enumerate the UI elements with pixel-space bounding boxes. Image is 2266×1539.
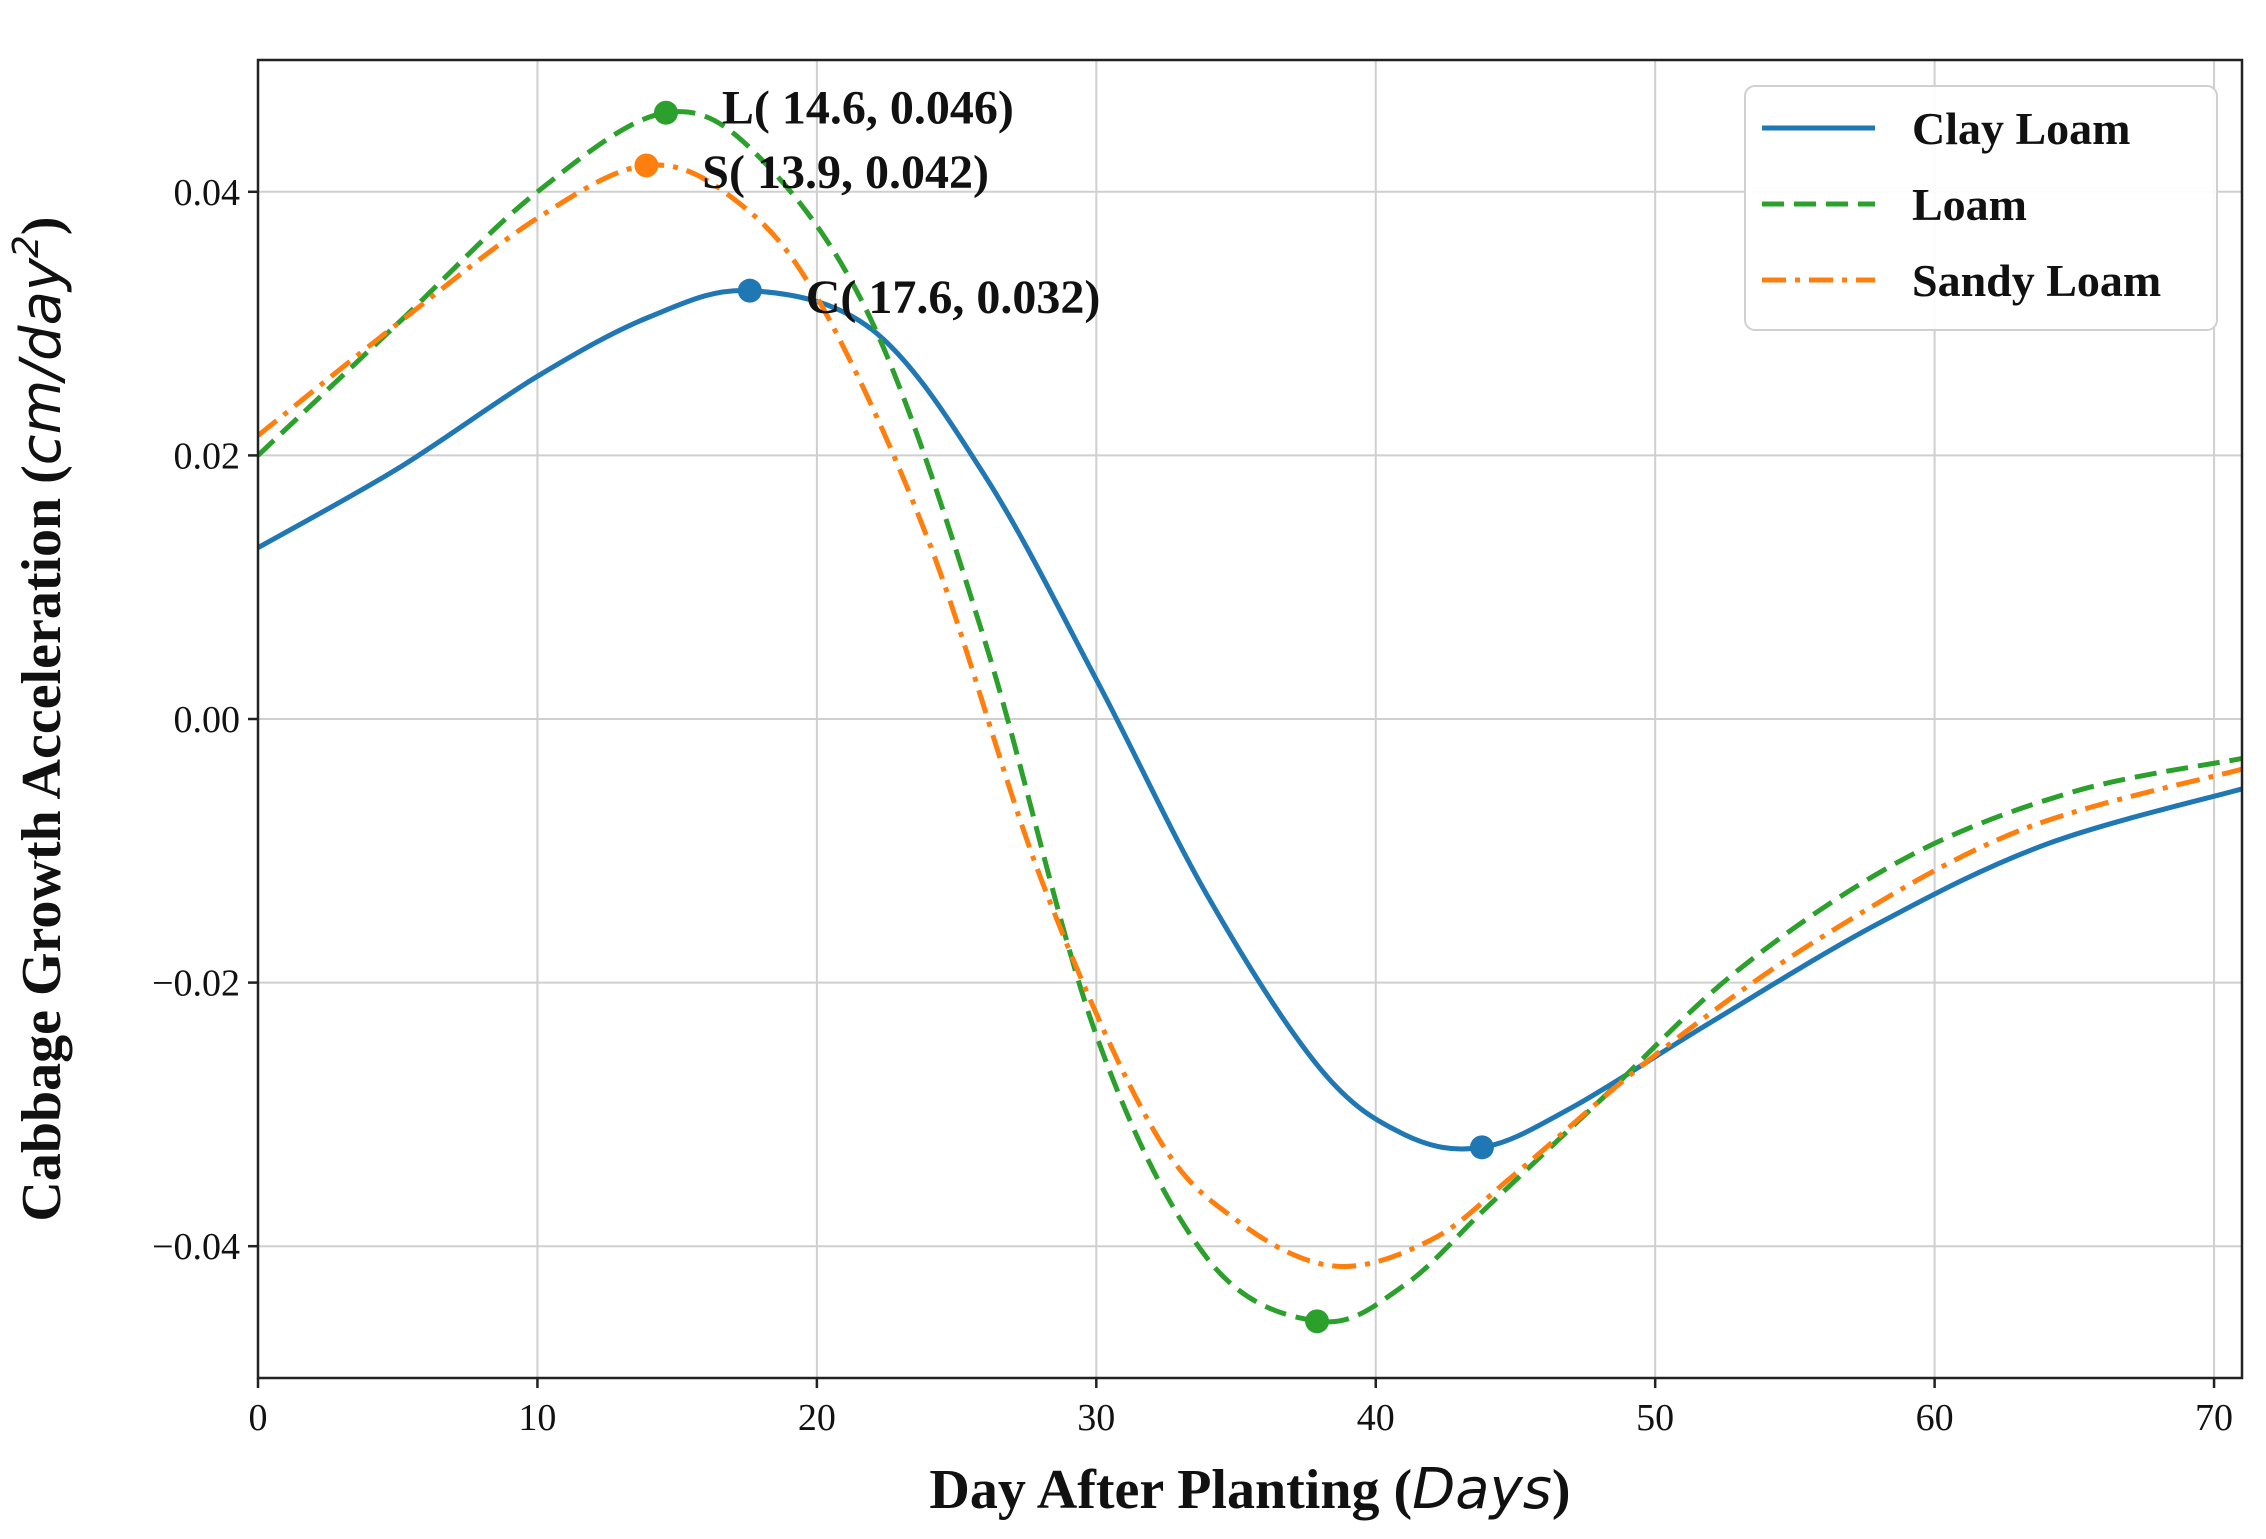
marker-clay-loam: [1469, 1135, 1494, 1160]
legend-item: Clay Loam: [1762, 103, 2131, 154]
x-tick-label: 50: [1636, 1397, 1674, 1439]
y-tick-label: 0.02: [174, 435, 241, 477]
series-line-clay-loam: [258, 287, 2242, 1152]
y-axis-ticks: −0.04 −0.02 0.00 0.02 0.04: [152, 172, 258, 1268]
y-tick-label: −0.02: [152, 963, 240, 1005]
legend-box: [1744, 85, 2218, 331]
legend-label: Sandy Loam: [1912, 255, 2161, 306]
x-tick-label: 20: [798, 1397, 836, 1439]
legend-label: Clay Loam: [1912, 103, 2131, 154]
annotations: L( 14.6, 0.046) S( 13.9, 0.042) C( 17.6, 0…: [702, 81, 1100, 324]
legend-label: Loam: [1912, 179, 2027, 230]
y-axis-label-paren-close: ): [11, 216, 73, 235]
legend: Clay Loam Loam Sandy Loam: [1744, 85, 2218, 331]
point-annotation: L( 14.6, 0.046): [722, 81, 1014, 134]
x-tick-label: 30: [1077, 1397, 1115, 1439]
extremum-markers: [634, 100, 1494, 1334]
x-tick-label: 40: [1357, 1397, 1395, 1439]
x-axis-ticks: 0 10 20 30 40 50 60 70: [249, 1378, 2233, 1439]
marker-clay-loam: [737, 278, 762, 303]
x-tick-label: 60: [1916, 1397, 1954, 1439]
x-axis-label-paren-close: ): [1552, 1459, 1571, 1521]
x-axis-label-unit: Days: [1412, 1457, 1552, 1522]
marker-loam: [1305, 1309, 1330, 1334]
y-axis-label-paren-open: (: [11, 465, 73, 484]
series-line-loam: [258, 109, 2242, 1325]
marker-sandy-loam: [634, 153, 659, 178]
x-tick-label: 70: [2195, 1397, 2233, 1439]
y-tick-label: 0.04: [174, 172, 241, 214]
y-axis-label-unit: cm/day: [9, 257, 74, 465]
y-tick-label: −0.04: [152, 1226, 240, 1268]
legend-item: Loam: [1762, 179, 2027, 230]
x-axis-label: Day After Planting (Days): [929, 1457, 1570, 1522]
x-tick-label: 10: [518, 1397, 556, 1439]
marker-loam: [653, 100, 678, 125]
y-tick-label: 0.00: [174, 699, 241, 741]
series-lines: [258, 109, 2242, 1325]
y-axis-label: Cabbage Growth Acceleration (cm/day2): [6, 216, 74, 1221]
x-axis-label-main: Day After Planting: [929, 1459, 1393, 1521]
legend-item: Sandy Loam: [1762, 255, 2161, 306]
x-axis-label-paren-open: (: [1393, 1459, 1412, 1521]
y-axis-label-main: Cabbage Growth Acceleration: [11, 484, 73, 1222]
x-tick-label: 0: [249, 1397, 268, 1439]
y-axis-label-exponent: 2: [6, 235, 47, 258]
point-annotation: S( 13.9, 0.042): [702, 146, 989, 199]
point-annotation: C( 17.6, 0.032): [806, 271, 1101, 324]
